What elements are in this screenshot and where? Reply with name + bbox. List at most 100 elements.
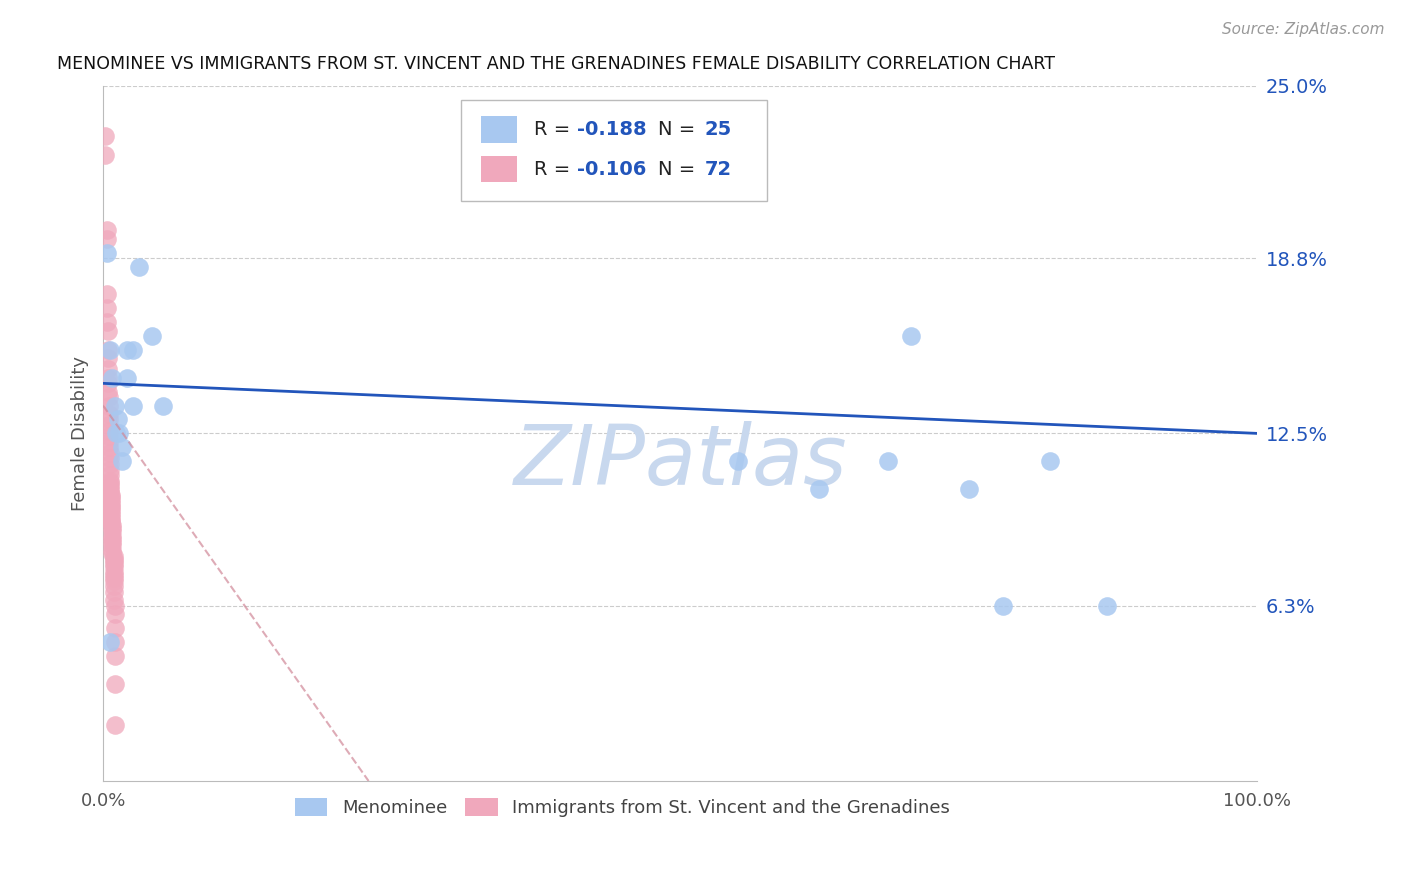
Point [1038, 454, 1060, 468]
Point [98, 457, 121, 471]
FancyBboxPatch shape [481, 156, 517, 183]
Point [96, 287, 118, 301]
Point [100, 487, 122, 501]
FancyBboxPatch shape [461, 100, 766, 201]
Point [104, 648, 127, 663]
Point [98, 462, 121, 476]
Point [97, 362, 120, 376]
Text: MENOMINEE VS IMMIGRANTS FROM ST. VINCENT AND THE GRENADINES FEMALE DISABILITY CO: MENOMINEE VS IMMIGRANTS FROM ST. VINCENT… [58, 55, 1054, 73]
Point [100, 493, 122, 508]
Point [97, 412, 120, 426]
Text: -0.188: -0.188 [578, 120, 647, 139]
Point [103, 560, 125, 574]
Legend: Menominee, Immigrants from St. Vincent and the Grenadines: Menominee, Immigrants from St. Vincent a… [288, 790, 957, 824]
Point [100, 491, 122, 505]
Point [104, 599, 127, 613]
Point [117, 371, 139, 385]
Point [100, 504, 122, 518]
Point [993, 599, 1015, 613]
Point [98, 468, 121, 483]
Point [141, 329, 163, 343]
Point [103, 579, 125, 593]
Point [96, 223, 118, 237]
Point [96, 315, 118, 329]
Point [98, 482, 121, 496]
Point [104, 676, 127, 690]
Point [101, 371, 124, 385]
Point [100, 496, 122, 510]
Point [100, 516, 122, 530]
Point [97, 424, 120, 438]
Point [98, 451, 121, 466]
Point [97, 384, 120, 399]
Point [103, 551, 125, 566]
Point [104, 621, 127, 635]
Point [97, 390, 120, 404]
Point [103, 568, 125, 582]
Point [103, 574, 125, 588]
Text: -0.106: -0.106 [578, 160, 647, 178]
Point [957, 482, 980, 496]
Point [103, 554, 125, 568]
Point [97, 399, 120, 413]
Point [103, 585, 125, 599]
Point [103, 557, 125, 571]
Point [104, 399, 127, 413]
Point [97, 418, 120, 433]
Point [877, 454, 900, 468]
Text: R =: R = [534, 160, 576, 178]
Point [104, 426, 127, 441]
Point [103, 571, 125, 585]
Point [97, 343, 120, 357]
Point [128, 260, 150, 274]
Point [100, 501, 122, 516]
Point [101, 521, 124, 535]
Text: N =: N = [658, 160, 702, 178]
Point [104, 607, 127, 622]
Point [103, 566, 125, 580]
Point [100, 499, 122, 513]
Point [97, 440, 120, 454]
Point [98, 474, 121, 488]
Point [100, 507, 122, 521]
Point [101, 532, 124, 546]
Point [98, 446, 121, 460]
Point [107, 412, 129, 426]
Point [101, 546, 124, 560]
Point [96, 232, 118, 246]
Point [122, 343, 145, 357]
Point [94, 128, 117, 143]
Point [98, 476, 121, 491]
Point [100, 509, 122, 524]
Point [104, 635, 127, 649]
Point [101, 538, 124, 552]
Point [98, 635, 121, 649]
Text: 72: 72 [704, 160, 731, 178]
Point [97, 429, 120, 443]
Point [117, 343, 139, 357]
Point [96, 245, 118, 260]
Point [98, 479, 121, 493]
Point [104, 718, 127, 732]
Point [122, 399, 145, 413]
Point [101, 524, 124, 538]
FancyBboxPatch shape [481, 116, 517, 143]
Point [98, 484, 121, 499]
Point [97, 371, 120, 385]
Text: N =: N = [658, 120, 702, 139]
Point [97, 434, 120, 449]
Point [97, 324, 120, 338]
Text: 25: 25 [704, 120, 731, 139]
Point [900, 329, 922, 343]
Point [110, 454, 132, 468]
Point [152, 399, 174, 413]
Point [100, 513, 122, 527]
Point [110, 440, 132, 454]
Point [101, 518, 124, 533]
Text: ZIPatlas: ZIPatlas [513, 421, 846, 501]
Point [94, 148, 117, 162]
Point [108, 426, 131, 441]
Point [96, 301, 118, 316]
Text: Source: ZipAtlas.com: Source: ZipAtlas.com [1222, 22, 1385, 37]
Point [97, 407, 120, 421]
